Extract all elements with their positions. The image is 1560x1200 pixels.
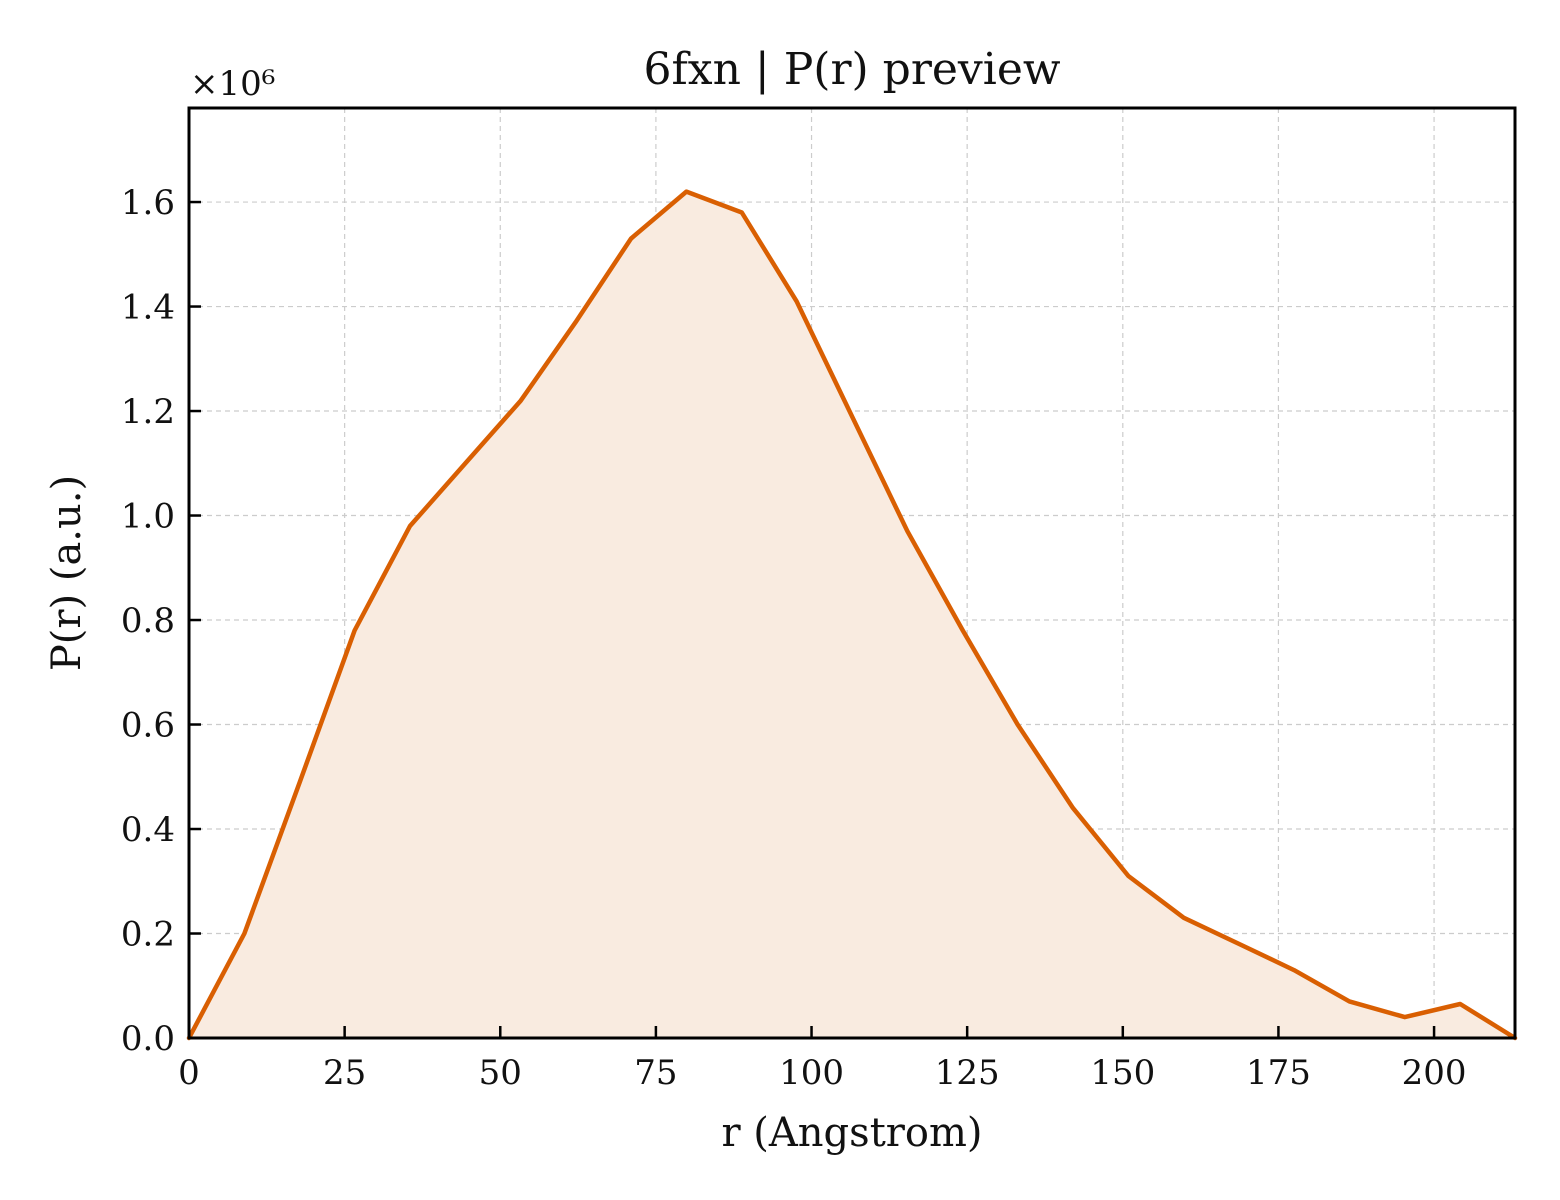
x-tick-label: 175 xyxy=(1246,1053,1311,1093)
plot-frame xyxy=(187,106,1517,1040)
y-tick-label: 1.0 xyxy=(121,497,175,537)
y-tick-label: 0.6 xyxy=(121,706,175,746)
x-tick-label: 100 xyxy=(779,1053,844,1093)
y-tick-label: 1.6 xyxy=(121,183,175,223)
x-tick-label: 200 xyxy=(1402,1053,1467,1093)
x-tick-label: 0 xyxy=(178,1053,200,1093)
y-tick-label: 0.4 xyxy=(121,810,175,850)
pr-data-points xyxy=(188,191,1516,1039)
y-tick-label: 0.8 xyxy=(121,601,175,641)
y-tick-label: 1.4 xyxy=(121,288,175,328)
x-axis-ticks: 0 25 50 75 100 125 150 175 200 xyxy=(178,1026,1467,1093)
y-axis-multiplier: ×10⁶ xyxy=(190,64,275,104)
x-tick-label: 150 xyxy=(1090,1053,1155,1093)
x-tick-label: 25 xyxy=(323,1053,366,1093)
y-tick-label: 1.2 xyxy=(121,392,175,432)
y-tick-label: 0.0 xyxy=(121,1019,175,1059)
pr-series-line xyxy=(186,189,1518,1041)
x-tick-label: 75 xyxy=(634,1053,677,1093)
x-axis-label: r (Angstrom) xyxy=(721,1110,982,1156)
chart-title: 6fxn | P(r) preview xyxy=(643,44,1060,95)
x-tick-label: 125 xyxy=(935,1053,1000,1093)
y-tick-label: 0.2 xyxy=(121,915,175,955)
y-axis-label: P(r) (a.u.) xyxy=(44,475,90,671)
y-axis-ticks: 0.0 0.2 0.4 0.6 0.8 1.0 1.2 1.4 1.6 xyxy=(121,183,201,1059)
x-tick-label: 50 xyxy=(479,1053,522,1093)
